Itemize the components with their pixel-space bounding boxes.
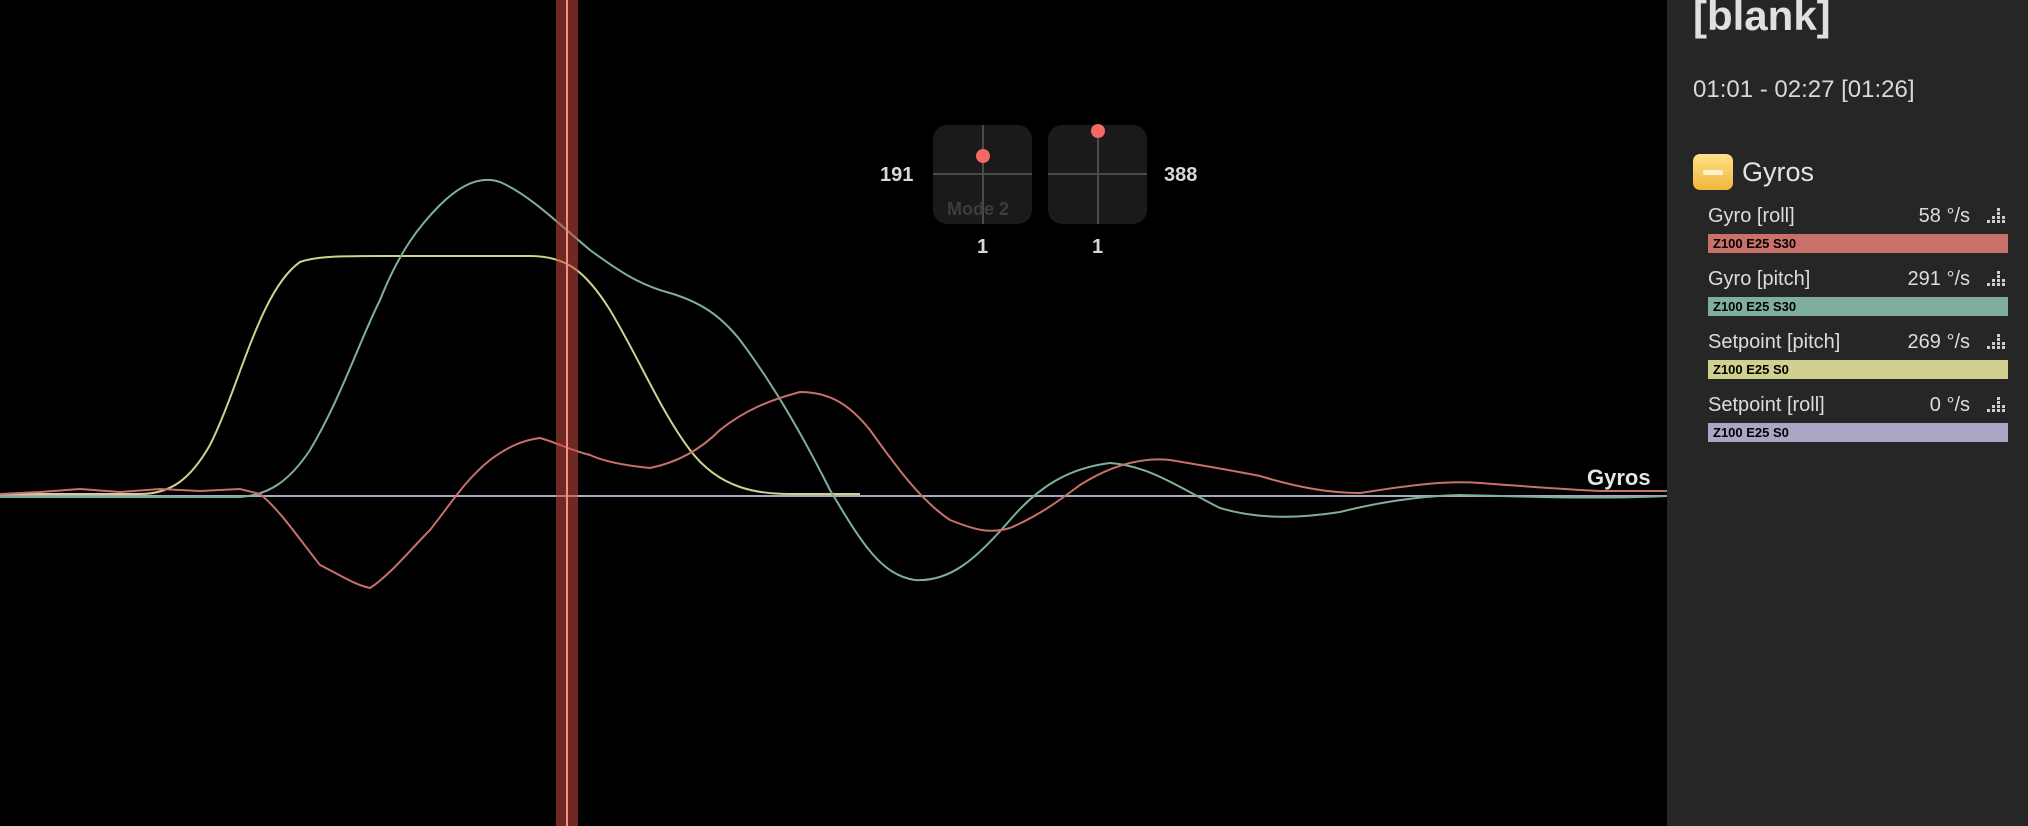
field-name: Gyro [pitch] bbox=[1708, 268, 1811, 290]
field-settings-bar[interactable]: Z100 E25 S0 bbox=[1708, 360, 2008, 379]
histogram-icon[interactable] bbox=[1986, 268, 2008, 290]
histogram-icon[interactable] bbox=[1986, 394, 2008, 416]
log-time-range: 01:01 - 02:27 [01:26] bbox=[1693, 76, 1915, 103]
stick-left-value: 191 bbox=[880, 164, 914, 186]
gyro-roll-trace bbox=[0, 390, 1667, 590]
field-settings-bar[interactable]: Z100 E25 S30 bbox=[1708, 234, 2008, 253]
legend-panel: [blank] 01:01 - 02:27 [01:26] Gyros Gyro… bbox=[1667, 0, 2028, 826]
log-title: [blank] bbox=[1693, 0, 1831, 39]
histogram-icon[interactable] bbox=[1986, 205, 2008, 227]
field-name: Setpoint [roll] bbox=[1708, 394, 1825, 416]
stick-box-right bbox=[1048, 124, 1147, 224]
setpoint-pitch-trace bbox=[0, 254, 860, 495]
stick-right-bottom-value: 1 bbox=[1092, 236, 1104, 258]
graph-canvas[interactable]: 191 388 1 1 Mode 2 Gyros bbox=[0, 0, 1667, 826]
field-name: Gyro [roll] bbox=[1708, 205, 1795, 227]
field-name: Setpoint [pitch] bbox=[1708, 331, 1841, 353]
field-value: 58 °/s bbox=[1918, 205, 1970, 227]
stick-left-bottom-value: 1 bbox=[977, 236, 989, 258]
stick-box-left bbox=[933, 125, 1032, 224]
field-value: 269 °/s bbox=[1907, 331, 1970, 353]
stick-dot-right bbox=[1091, 124, 1105, 138]
gyro-pitch-trace bbox=[0, 178, 1667, 582]
field-value: 0 °/s bbox=[1929, 394, 1970, 416]
graph-svg bbox=[0, 0, 1667, 826]
field-settings-bar[interactable]: Z100 E25 S0 bbox=[1708, 423, 2008, 442]
stick-right-value: 388 bbox=[1164, 164, 1198, 186]
field-settings-bar[interactable]: Z100 E25 S30 bbox=[1708, 297, 2008, 316]
graph-group-title[interactable]: Gyros bbox=[1742, 156, 1815, 187]
minus-icon[interactable] bbox=[1693, 154, 1733, 190]
stick-dot-left bbox=[976, 149, 990, 163]
field-value: 291 °/s bbox=[1907, 268, 1970, 290]
graph-group-header: Gyros bbox=[1693, 152, 1814, 192]
stick-mode-label: Mode 2 bbox=[947, 199, 1010, 219]
histogram-icon[interactable] bbox=[1986, 331, 2008, 353]
graph-label: Gyros bbox=[1587, 465, 1651, 490]
